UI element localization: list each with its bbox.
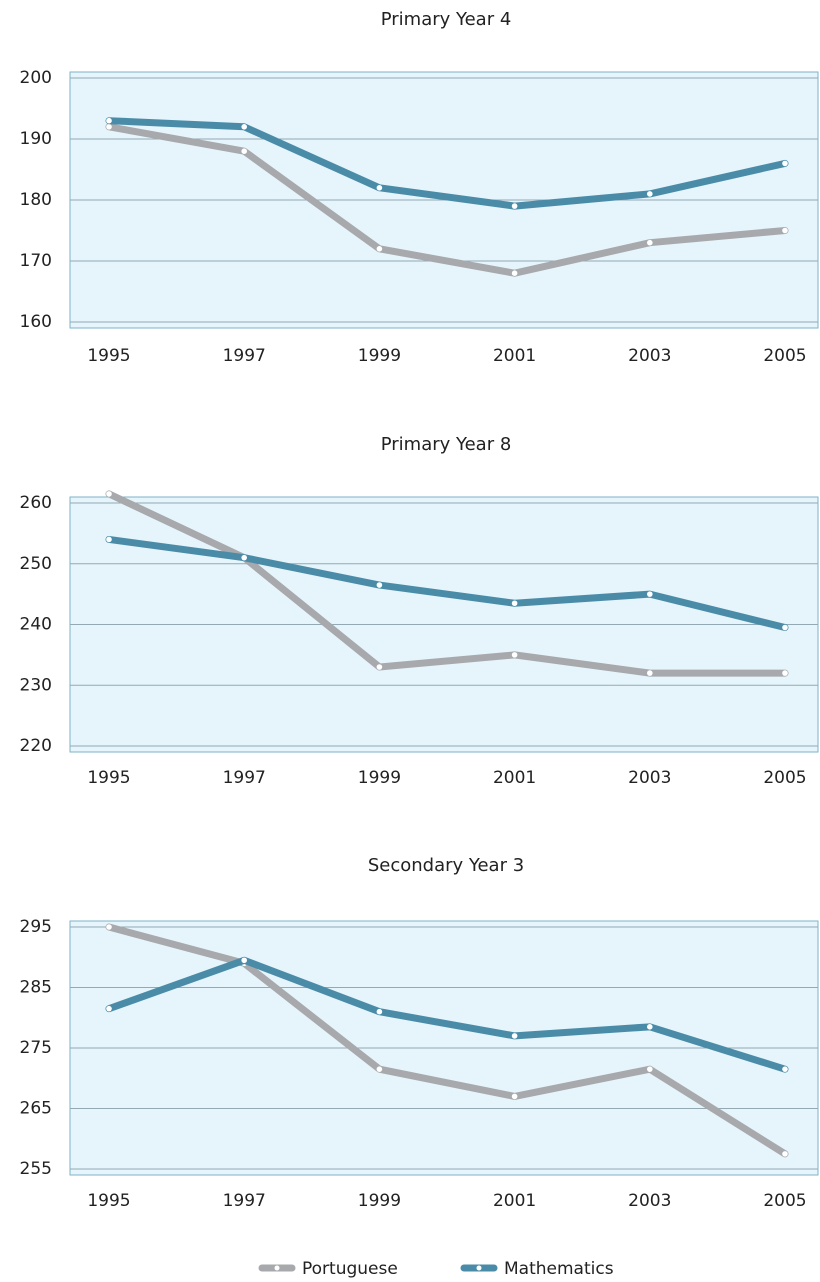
x-tick-label: 2005 — [763, 1191, 806, 1211]
legend-item: Portuguese — [258, 1259, 398, 1279]
point-marker — [376, 1008, 383, 1015]
point-marker — [647, 1024, 653, 1030]
y-tick-label: 180 — [20, 190, 52, 210]
point-marker — [782, 227, 788, 234]
x-tick-label: 2005 — [763, 346, 806, 366]
legend-dot — [274, 1265, 280, 1271]
chart-title: Primary Year 8 — [381, 434, 512, 455]
point-marker — [241, 957, 247, 964]
x-tick-label: 1997 — [223, 768, 266, 788]
x-tick-label: 1999 — [358, 346, 401, 366]
legend-dot — [476, 1265, 482, 1271]
point-marker — [376, 185, 383, 191]
point-marker — [106, 1005, 112, 1012]
series-line — [105, 123, 789, 277]
y-tick-label: 220 — [20, 736, 52, 756]
x-tick-label: 2001 — [493, 346, 536, 366]
point-marker — [241, 124, 247, 130]
point-marker — [647, 1066, 653, 1072]
point-marker — [782, 1151, 788, 1157]
y-tick-label: 230 — [20, 675, 52, 695]
x-tick-label: 1997 — [223, 1191, 266, 1211]
y-tick-label: 200 — [20, 68, 52, 88]
y-tick-label: 160 — [20, 312, 52, 332]
point-marker — [647, 591, 653, 597]
point-marker — [106, 924, 112, 930]
point-marker — [241, 148, 247, 154]
point-marker — [647, 670, 653, 676]
point-marker — [511, 1033, 518, 1039]
point-marker — [106, 117, 112, 124]
x-tick-label: 1999 — [358, 1191, 401, 1211]
point-marker — [511, 203, 518, 209]
point-marker — [106, 536, 112, 543]
series-line — [105, 535, 789, 632]
point-marker — [241, 554, 247, 561]
point-marker — [782, 670, 788, 676]
x-tick-label: 2003 — [628, 768, 671, 788]
series-line — [105, 117, 789, 210]
point-marker — [782, 160, 788, 167]
x-tick-label: 1995 — [87, 768, 130, 788]
y-tick-label: 255 — [20, 1159, 52, 1179]
y-tick-label: 265 — [20, 1099, 52, 1119]
point-marker — [376, 664, 383, 670]
point-marker — [511, 270, 518, 277]
y-tick-label: 295 — [20, 917, 52, 937]
x-tick-label: 2003 — [628, 346, 671, 366]
x-tick-label: 2005 — [763, 768, 806, 788]
series-line — [105, 490, 789, 677]
chart-title: Primary Year 4 — [381, 9, 512, 30]
y-tick-label: 240 — [20, 615, 52, 635]
x-tick-label: 2001 — [493, 1191, 536, 1211]
y-tick-label: 170 — [20, 251, 52, 271]
y-tick-label: 260 — [20, 493, 52, 513]
point-marker — [782, 624, 788, 631]
legend-label: Mathematics — [504, 1259, 614, 1279]
y-tick-label: 285 — [20, 978, 52, 998]
legend-label: Portuguese — [302, 1259, 398, 1279]
x-tick-label: 1995 — [87, 1191, 130, 1211]
legend-item: Mathematics — [460, 1259, 614, 1279]
point-marker — [376, 246, 383, 252]
point-marker — [376, 1066, 383, 1072]
point-marker — [511, 1093, 518, 1100]
series-line — [105, 956, 789, 1073]
point-marker — [511, 652, 518, 658]
point-marker — [106, 124, 112, 130]
point-marker — [106, 491, 112, 497]
y-tick-label: 275 — [20, 1038, 52, 1058]
point-marker — [782, 1066, 788, 1072]
series-line — [105, 923, 789, 1158]
x-tick-label: 1995 — [87, 346, 130, 366]
x-tick-label: 2003 — [628, 1191, 671, 1211]
point-marker — [647, 239, 653, 246]
x-tick-label: 1997 — [223, 346, 266, 366]
chart-title: Secondary Year 3 — [368, 855, 524, 876]
x-tick-label: 2001 — [493, 768, 536, 788]
point-marker — [376, 582, 383, 588]
y-tick-label: 190 — [20, 129, 52, 149]
x-tick-label: 1999 — [358, 768, 401, 788]
point-marker — [647, 191, 653, 197]
y-tick-label: 250 — [20, 554, 52, 574]
point-marker — [511, 600, 518, 607]
